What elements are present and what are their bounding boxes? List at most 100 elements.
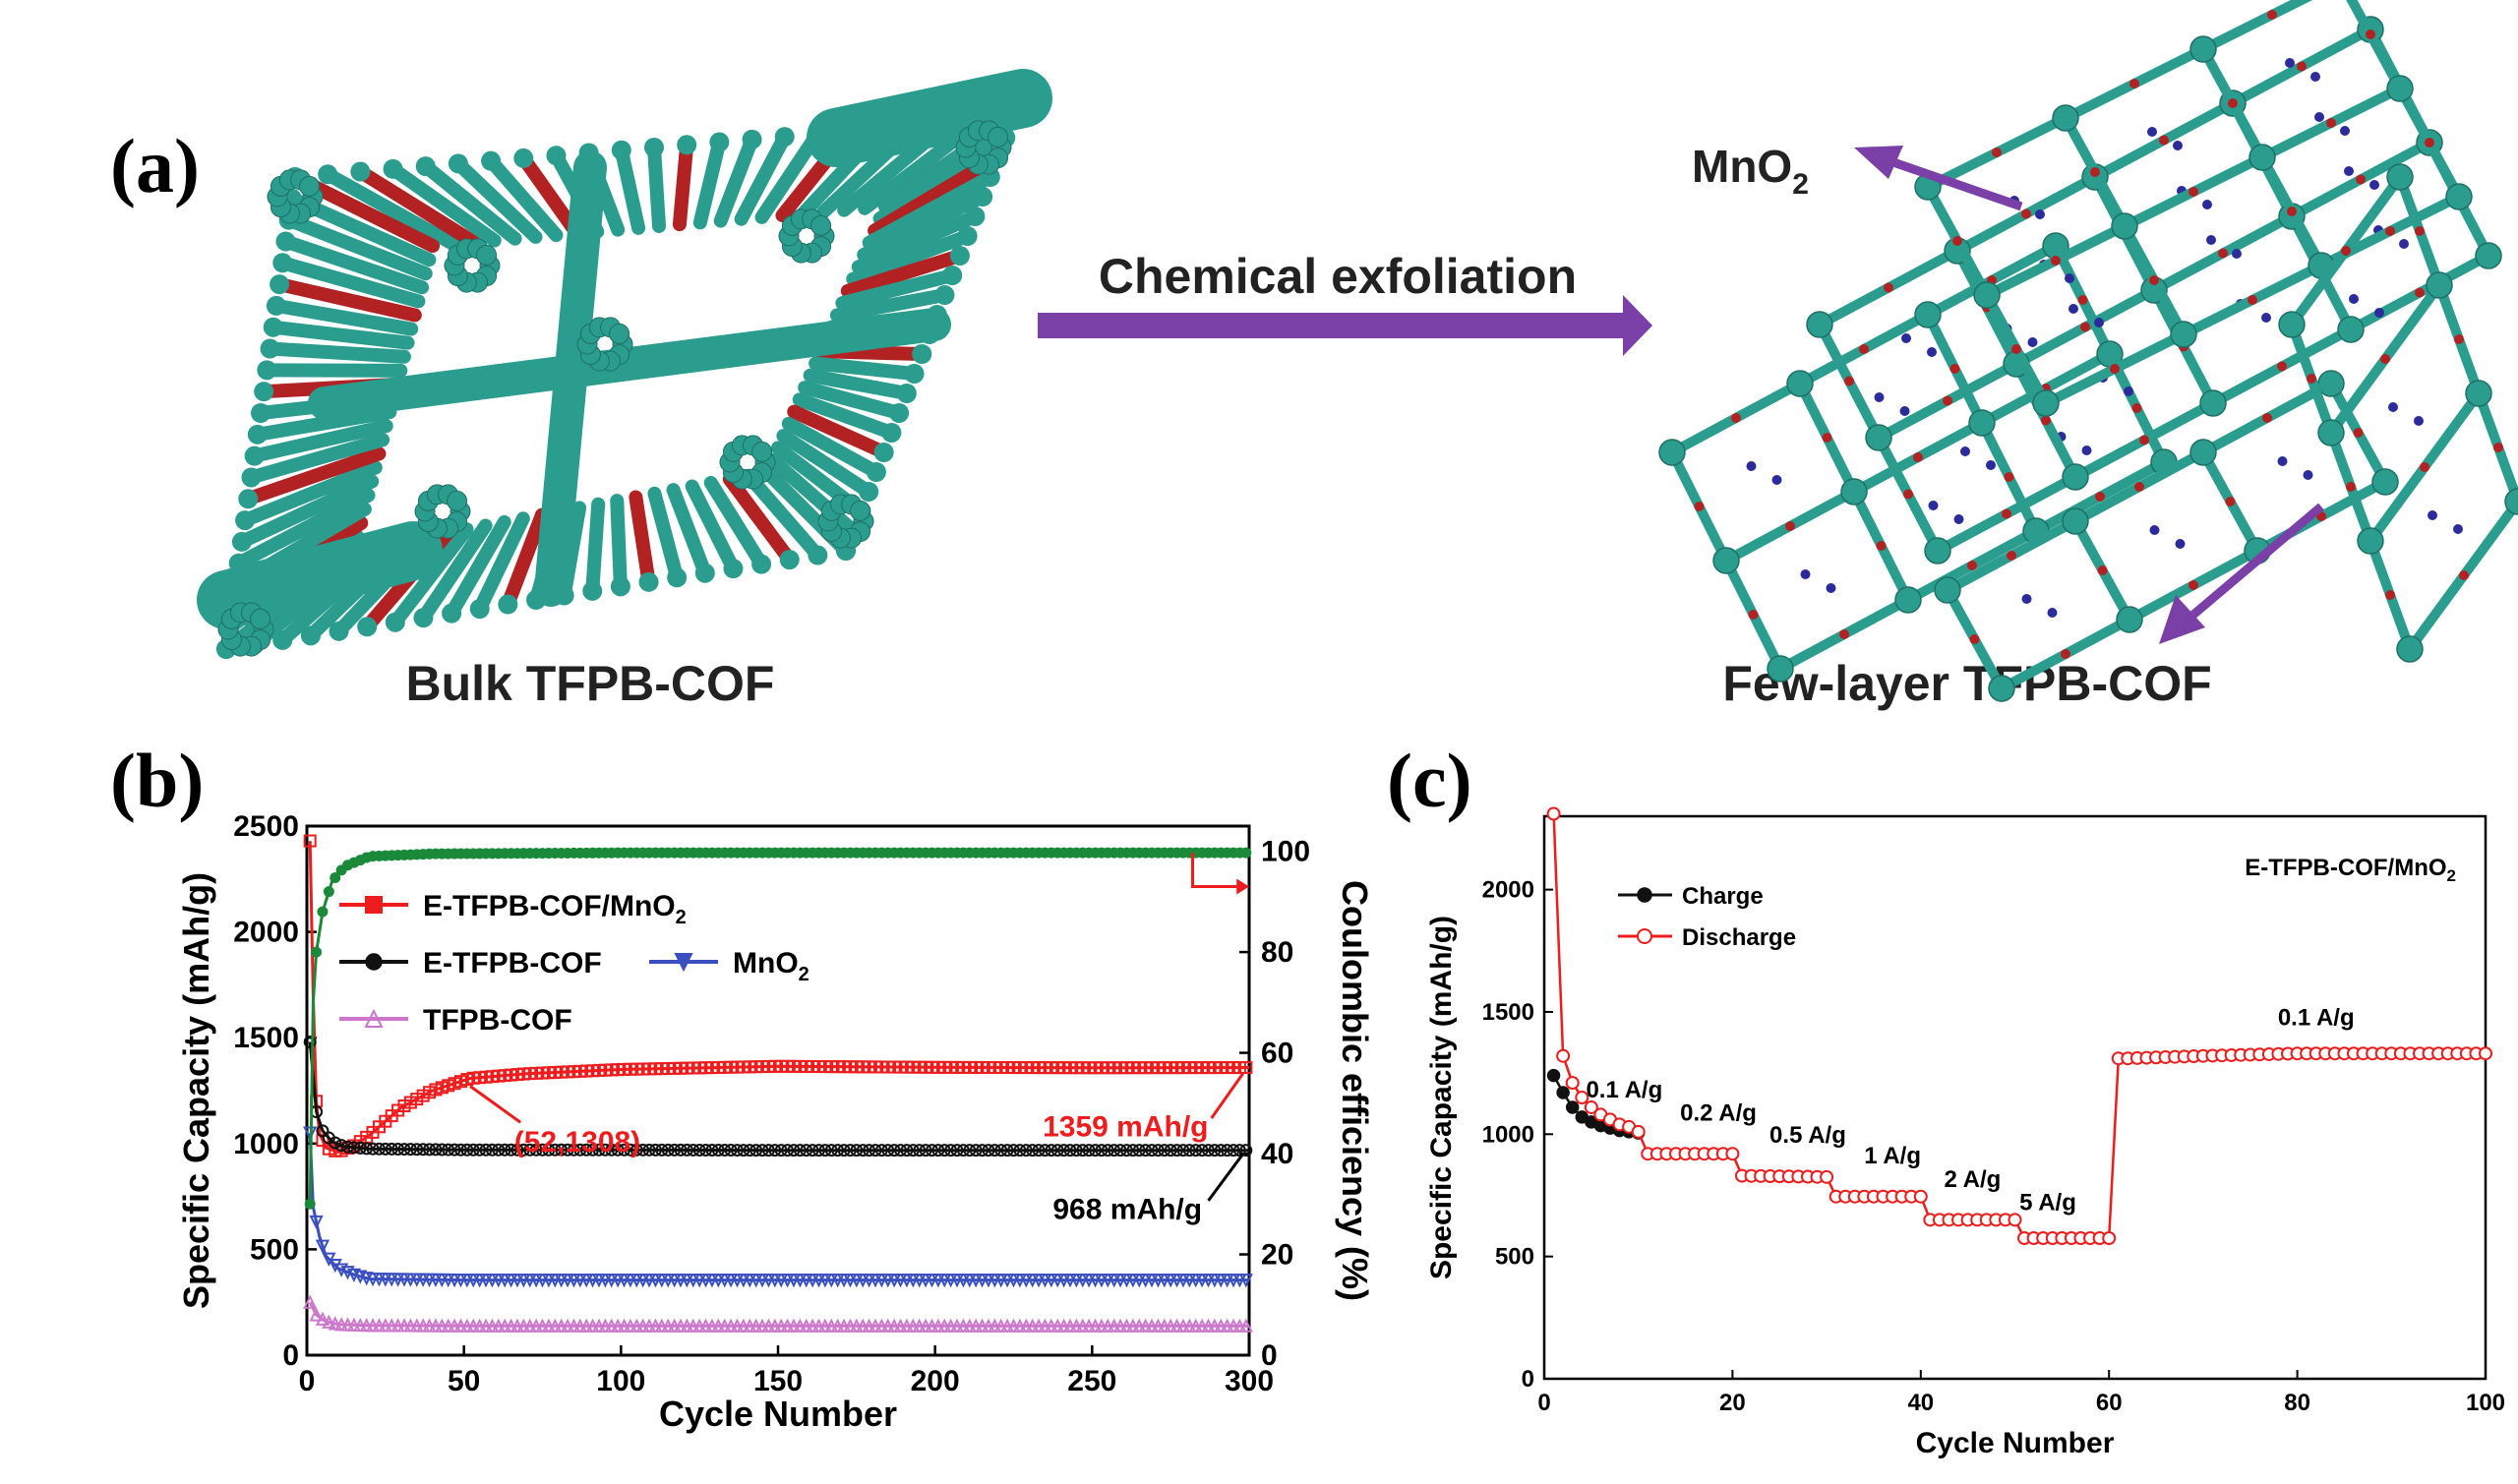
chart-c-ytick-label: 2000 [1482,877,1534,904]
cof-atom [942,266,963,285]
mno2-particle [1928,501,1939,510]
chart-b-point [391,1143,405,1157]
chart-b-y2tick-label: 80 [1261,936,1293,969]
cof-rod [685,479,741,576]
chart-c-point [1584,1099,1598,1114]
mno2-label-main: MnO [1692,141,1792,192]
chart-c-point [1575,1091,1589,1104]
cof-rod [647,141,666,233]
chart-b-point [548,1143,562,1157]
cof-rod [418,159,522,246]
sheet-linker [2425,138,2434,148]
chart-b-point [837,1144,851,1158]
chart-b-point [642,1143,656,1157]
sheet-linker [2011,344,2021,354]
cof-atom [241,467,262,488]
chart-b-annotation-red: 1359 mAh/g [1043,1111,1208,1144]
cof-atom [934,285,955,305]
sheet-linker [2131,403,2142,413]
cof-atom [247,424,268,445]
cof-node-atom [850,500,871,521]
chart-c-xtick-label: 20 [1719,1390,1746,1416]
chart-b-point [1076,1144,1090,1158]
cof-rod [445,514,511,621]
chart-b-point [536,1143,549,1157]
chart-c-point [1820,1169,1834,1184]
chart-c-title-subscript: 2 [2447,866,2456,885]
sheet-linker [1822,433,1832,443]
sheet-node [2445,183,2473,210]
sheet-linker [1748,610,1759,620]
mno2-particle [2453,524,2463,534]
chart-b-point [1164,1144,1177,1158]
chart-b-point [711,1144,725,1158]
cof-rod [386,161,502,248]
sheet-linker [2041,415,2051,426]
cof-rod [846,229,975,286]
chart-b-point [618,1143,631,1157]
sheet-node [2062,463,2089,491]
chart-b-y2label: Coulombic efficiency (%) [1335,880,1375,1301]
cof-rod [610,494,628,594]
mno2-particle [1953,514,1964,524]
chart-b-point [485,1143,499,1157]
cof-rod [238,460,383,528]
cof-atom [244,445,265,466]
mno2-particle [1927,347,1937,357]
cof-rod [241,446,387,506]
mno2-particle [1960,446,1970,456]
chart-b-point [1232,1144,1246,1158]
sheet-linker [2090,167,2100,177]
sheet-node [2170,321,2197,348]
sheet-linker [2188,187,2198,197]
cof-rod [472,511,530,617]
cof-atom [251,403,270,423]
chart-b-point [755,1144,769,1158]
chart-b-xtick-label: 200 [911,1365,960,1397]
chart-b-ylabel: Specific Capacity (mAh/g) [176,872,216,1309]
chart-b-point [1132,1144,1146,1158]
sheet-linker [2007,551,2016,561]
sheet-linker [2248,295,2257,305]
cof-rod [840,249,967,298]
sheet-node [2475,242,2502,269]
cof-atom [667,567,688,588]
chart-b-point [956,1144,970,1158]
chart-b-annotation-black: 968 mAh/g [1052,1194,1202,1226]
sheet-node [1658,439,1686,466]
legend-marker [1637,887,1652,903]
cof-atom [610,576,630,597]
sheet-linker [2218,248,2228,259]
chart-c-point [1565,1100,1580,1114]
cof-atom [896,384,917,403]
chart-b-point [724,1144,738,1158]
chart-b-point [768,1144,782,1158]
sheet-node [2278,311,2306,338]
chart-b-point [1007,1144,1020,1158]
cof-rod [829,288,952,323]
chart-b-point [1038,1144,1051,1158]
chart-b-point [900,1144,914,1158]
chart-b-point [988,1144,1001,1158]
chart-b-ytick-label: 1000 [233,1128,299,1160]
cof-atom [644,138,664,157]
cof-rod [765,452,861,538]
chart-b-point [473,1143,487,1157]
sheet-node [2504,488,2518,515]
chart-b-series-e-tfpb-cof [303,1036,1253,1158]
chart-b-point [668,1143,682,1157]
cof-bundle-lower-left [197,521,443,629]
chart-b-point [448,1143,461,1157]
sheet-node [2248,144,2276,171]
chart-b-point [1176,1144,1190,1158]
cof-node-atom [447,490,468,511]
cof-atom [582,580,603,601]
mno2-particle [2206,235,2216,245]
sheet-linker [2287,207,2297,216]
sheet-linker [2097,565,2108,575]
sheet-linker [1903,489,1913,500]
cof-rod [851,209,983,274]
chart-b-axis-indicator-head [1236,878,1249,895]
